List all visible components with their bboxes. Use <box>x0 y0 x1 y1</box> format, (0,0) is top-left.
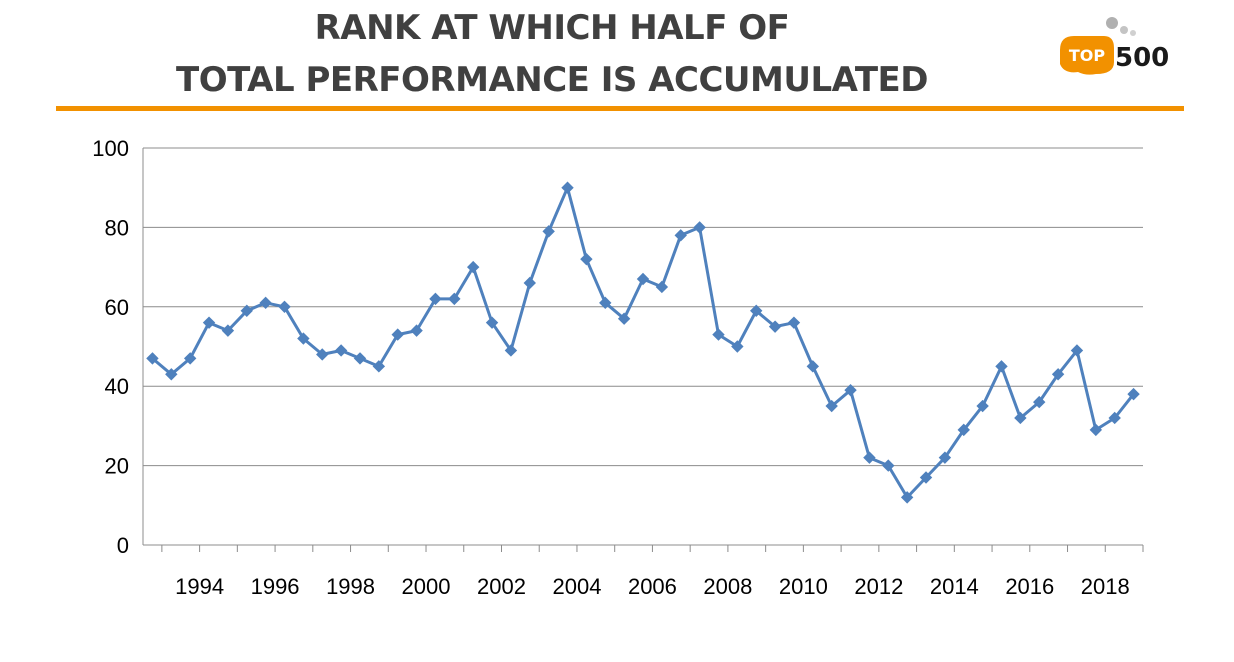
x-tick-label: 1998 <box>326 574 375 599</box>
x-tick-label: 2000 <box>402 574 451 599</box>
series-line <box>151 186 1135 499</box>
data-point <box>448 292 461 306</box>
data-point <box>1014 411 1027 425</box>
logo-orange-shape <box>1060 36 1114 75</box>
data-point <box>278 300 291 314</box>
data-point <box>655 280 669 294</box>
data-point <box>1033 395 1046 409</box>
data-point <box>183 352 197 365</box>
data-point <box>674 229 687 242</box>
data-point <box>485 316 499 329</box>
x-tick-label: 2008 <box>703 574 752 599</box>
data-point <box>863 451 876 464</box>
data-point <box>523 276 536 290</box>
data-point <box>750 304 763 317</box>
data-point <box>202 316 216 329</box>
data-point <box>466 260 480 274</box>
top500-logo: TOP 500 <box>1060 17 1169 75</box>
data-point <box>806 360 820 373</box>
data-point <box>561 181 574 194</box>
data-point <box>825 399 838 413</box>
x-tick-label: 1994 <box>175 574 224 599</box>
data-point <box>1127 387 1140 401</box>
data-point <box>1070 344 1084 357</box>
chart-title-line-1: RANK AT WHICH HALF OF <box>314 8 790 48</box>
data-point <box>353 352 367 365</box>
data-point <box>334 344 348 357</box>
x-tick-label: 2018 <box>1081 574 1130 599</box>
y-tick-label: 0 <box>117 533 129 558</box>
data-point <box>410 324 423 337</box>
x-tick-label: 2002 <box>477 574 526 599</box>
data-point <box>429 292 442 306</box>
data-point <box>919 471 933 484</box>
data-point <box>504 344 518 357</box>
y-tick-label: 40 <box>105 374 129 399</box>
data-point <box>542 225 555 238</box>
data-point <box>1051 368 1065 381</box>
data-point <box>957 423 970 437</box>
x-tick-label: 2014 <box>930 574 979 599</box>
logo-500-text: 500 <box>1115 43 1169 73</box>
data-point <box>316 348 329 361</box>
logo-dot-medium <box>1120 26 1128 34</box>
data-point <box>844 383 857 397</box>
data-point <box>259 296 272 310</box>
data-point <box>938 451 952 464</box>
data-point <box>636 272 650 286</box>
x-tick-label: 2006 <box>628 574 677 599</box>
x-tick-label: 2004 <box>552 574 601 599</box>
data-point <box>712 328 725 341</box>
data-point <box>391 328 404 341</box>
data-point <box>693 221 706 234</box>
data-point <box>995 360 1008 373</box>
x-tick-label: 2016 <box>1005 574 1054 599</box>
logo-dot-small <box>1130 30 1136 36</box>
data-point <box>1108 411 1121 425</box>
logo-dot-large <box>1106 17 1118 29</box>
y-tick-label: 20 <box>105 454 129 479</box>
data-point <box>146 352 159 365</box>
data-point <box>882 459 895 472</box>
data-point <box>731 340 744 353</box>
x-tick-label: 2012 <box>854 574 903 599</box>
logo-top-text: TOP <box>1069 46 1106 65</box>
data-point <box>221 324 235 337</box>
data-point <box>1089 423 1103 437</box>
data-point <box>580 252 593 266</box>
data-point <box>768 320 782 333</box>
y-tick-label: 100 <box>92 136 129 161</box>
x-tick-label: 1996 <box>251 574 300 599</box>
data-point <box>617 312 631 325</box>
data-point <box>900 491 914 504</box>
data-point <box>599 296 612 310</box>
data-point <box>165 368 178 381</box>
x-tick-label: 2010 <box>779 574 828 599</box>
data-point <box>976 399 989 413</box>
y-tick-label: 60 <box>105 295 129 320</box>
chart-title-line-2: TOTAL PERFORMANCE IS ACCUMULATED <box>176 60 928 100</box>
y-tick-label: 80 <box>105 215 129 240</box>
title-underline <box>56 106 1184 111</box>
data-point <box>240 304 253 317</box>
data-point <box>787 316 801 329</box>
data-point <box>372 360 386 373</box>
data-point <box>297 332 310 345</box>
